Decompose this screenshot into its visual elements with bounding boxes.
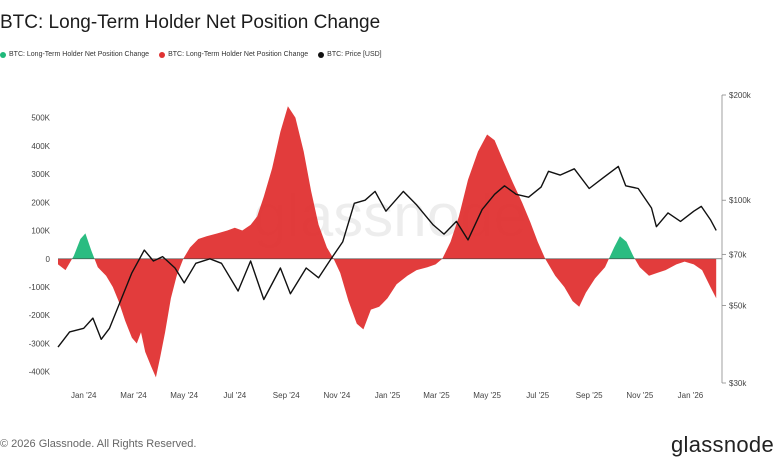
legend-label: BTC: Long-Term Holder Net Position Chang…: [9, 51, 150, 58]
y-right-tick-label: $100k: [729, 196, 752, 205]
x-tick-label: Nov '24: [323, 391, 350, 400]
legend-swatch-black: [318, 51, 325, 58]
page-title: BTC: Long-Term Holder Net Position Chang…: [0, 12, 381, 33]
legend-label: BTC: Price [USD]: [327, 51, 382, 58]
x-tick-label: Jul '25: [526, 391, 549, 400]
lth-area-negative-4: [634, 258, 717, 299]
y-left-tick-label: 400K: [31, 142, 50, 151]
x-tick-label: May '25: [473, 391, 501, 400]
y-left-tick-label: -400K: [29, 368, 51, 377]
x-axis: Jan '24 Mar '24 May '24 Jul '24 Sep '24 Nov '…: [71, 391, 704, 400]
legend-swatch-green: [0, 51, 6, 58]
y-right-tick-label: $200k: [729, 91, 752, 100]
x-tick-label: Jan '25: [375, 391, 401, 400]
footer-copyright: © 2026 Glassnode. All Rights Reserved.: [0, 438, 197, 450]
x-tick-label: Jan '26: [678, 391, 704, 400]
legend-item-lth-negative[interactable]: BTC: Long-Term Holder Net Position Chang…: [159, 51, 308, 58]
legend-item-price[interactable]: BTC: Price [USD]: [318, 51, 382, 58]
y-right-tick-label: $30k: [729, 379, 747, 388]
y-left-tick-label: -300K: [29, 339, 51, 348]
lth-area-negative-0: [58, 258, 73, 271]
y-right-tick-label: $50k: [729, 301, 747, 310]
chart-legend: BTC: Long-Term Holder Net Position Chang…: [0, 51, 382, 58]
legend-item-lth-positive[interactable]: BTC: Long-Term Holder Net Position Chang…: [0, 51, 149, 58]
glassnode-logo[interactable]: glassnode: [671, 432, 774, 457]
y-left-tick-label: 500K: [31, 114, 50, 123]
x-tick-label: Mar '25: [423, 391, 450, 400]
x-tick-label: Mar '24: [120, 391, 147, 400]
y-right-tick-label: $70k: [729, 250, 747, 259]
y-left-tick-label: 200K: [31, 198, 50, 207]
left-axis: 500K 400K 300K 200K 100K 0 -100K -200K -300K -400…: [29, 114, 51, 377]
y-left-tick-label: -100K: [29, 283, 51, 292]
lth-area-layer: [58, 106, 717, 378]
chart-canvas: glassnode 500K400K300K200K100K0-100K-200…: [29, 91, 752, 400]
x-tick-label: Jul '24: [223, 391, 246, 400]
right-axis: $30k $50k $70k $100k $200k: [722, 91, 752, 388]
x-tick-label: Jan '24: [71, 391, 97, 400]
y-left-tick-label: 300K: [31, 170, 50, 179]
x-tick-label: May '24: [170, 391, 198, 400]
lth-area-positive-1: [72, 233, 95, 259]
price-series-line: [57, 165, 717, 348]
legend-swatch-red: [159, 51, 166, 58]
price-line-layer: [57, 165, 717, 348]
legend-label: BTC: Long-Term Holder Net Position Chang…: [168, 51, 309, 58]
x-tick-label: Sep '25: [576, 391, 603, 400]
x-tick-label: Nov '25: [626, 391, 653, 400]
x-tick-label: Sep '24: [273, 391, 300, 400]
y-left-tick-label: -200K: [29, 311, 51, 320]
lth-area-positive-3: [608, 236, 635, 259]
lth-area-negative-2: [94, 106, 609, 378]
y-left-tick-label: 0: [46, 255, 51, 264]
y-left-tick-label: 100K: [31, 227, 50, 236]
